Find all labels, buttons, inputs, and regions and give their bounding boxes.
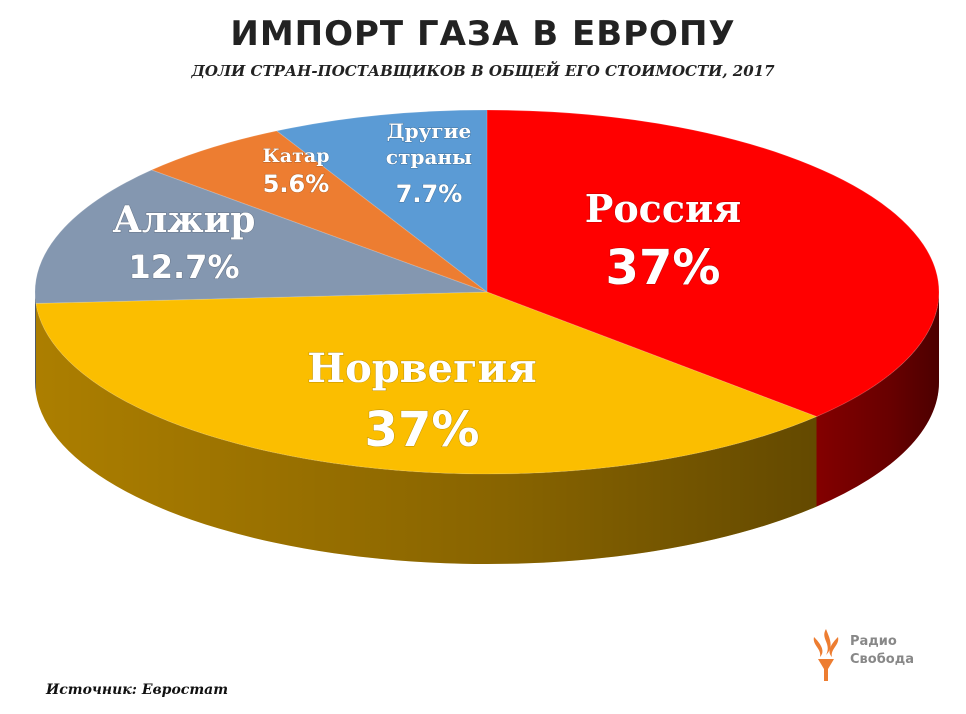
chart-title: ИМПОРТ ГАЗА В ЕВРОПУ [230, 14, 736, 54]
pie-side-shade-1 [35, 303, 817, 565]
slice-value-1: 37% [365, 402, 480, 458]
slice-name-2: Алжир [113, 199, 256, 241]
pie-tops [34, 109, 940, 475]
pie-slice-3 [150, 130, 488, 293]
slice-value-3: 5.6% [263, 170, 330, 198]
pie-labels: Россия 37% Норвегия 37% Алжир 12.7% Катар 5.6% Д… [112, 119, 742, 459]
pie-slice-1 [35, 291, 818, 475]
chart-subtitle: ДОЛИ СТРАН-ПОСТАВЩИКОВ В ОБЩЕЙ ЕГО СТОИМ… [191, 62, 775, 80]
slice-name-3: Катар [263, 145, 330, 167]
pie-label-0: Россия 37% [584, 186, 741, 297]
torch-logo-icon [813, 629, 839, 681]
slice-name-4: страны [386, 145, 472, 169]
pie-label-3: Катар 5.6% [262, 145, 330, 199]
logo-text: Радио Свобода [850, 634, 914, 667]
radio-svoboda-logo: Радио Свобода [806, 625, 936, 685]
pie-sides [35, 292, 939, 565]
pie-label-2: Алжир 12.7% [112, 199, 256, 287]
pie-label-1: Норвегия 37% [307, 345, 537, 459]
slice-name-4: Другие [387, 119, 471, 143]
slice-value-4: 7.7% [396, 180, 463, 208]
slice-value-2: 12.7% [128, 248, 239, 286]
pie-side-shade-2 [35, 292, 36, 394]
source-note: Источник: Евростат [46, 682, 229, 698]
slice-name-1: Норвегия [307, 345, 536, 392]
pie-slice-2 [34, 169, 488, 304]
pie-slice-4 [275, 109, 488, 294]
pie-side-shade-0 [816, 292, 939, 507]
pie-slice-0 [486, 109, 940, 418]
slice-name-0: Россия [585, 186, 741, 231]
slice-value-0: 37% [606, 240, 721, 296]
